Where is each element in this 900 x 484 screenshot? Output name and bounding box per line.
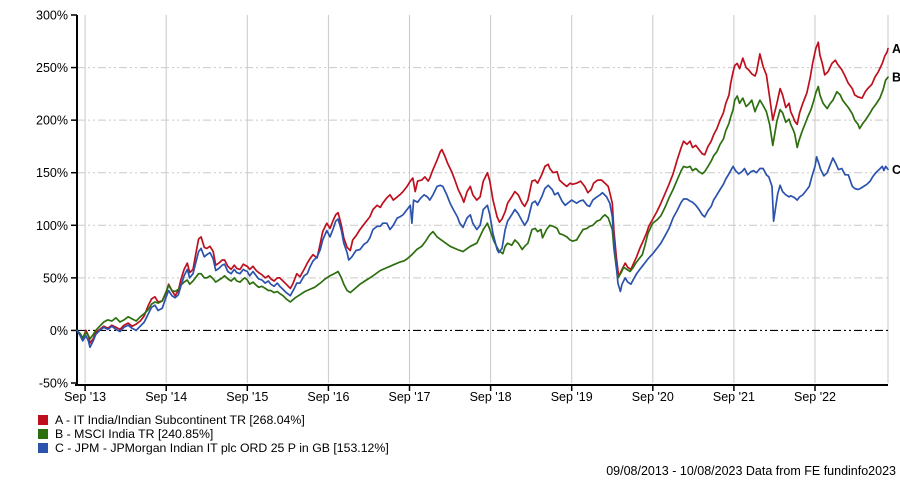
x-axis-tick-label: Sep '13 (64, 390, 106, 404)
series-C-line (76, 156, 889, 349)
series-A-line (76, 41, 889, 344)
series-b-swatch-icon (38, 429, 48, 439)
y-axis-tick-label: 150% (36, 166, 68, 180)
y-axis-tick-label: 250% (36, 61, 68, 75)
x-axis-tick-label: Sep '22 (794, 390, 836, 404)
chart-legend: A - IT India/Indian Subcontinent TR [268… (38, 413, 389, 455)
x-axis-tick-label: Sep '14 (145, 390, 187, 404)
series-a-swatch-icon (38, 415, 48, 425)
y-axis-tick-label: 100% (36, 219, 68, 233)
series-c-swatch-icon (38, 443, 48, 453)
x-axis-tick-label: Sep '19 (551, 390, 593, 404)
y-axis-tick-label: -50% (39, 377, 68, 391)
series-B-line (76, 76, 889, 340)
date-range-attribution: 09/08/2013 - 10/08/2023 Data from FE fun… (606, 464, 896, 478)
y-axis-tick-label: 300% (36, 9, 68, 23)
legend-item-b: B - MSCI India TR [240.85%] (38, 427, 389, 441)
x-axis-tick-label: Sep '18 (470, 390, 512, 404)
y-axis-tick-label: 0% (50, 324, 68, 338)
legend-item-c-label: C - JPM - JPMorgan Indian IT plc ORD 25 … (55, 441, 389, 455)
x-axis-tick-label: Sep '17 (389, 390, 431, 404)
y-axis-tick-label: 200% (36, 114, 68, 128)
legend-item-a: A - IT India/Indian Subcontinent TR [268… (38, 413, 389, 427)
legend-item-a-label: A - IT India/Indian Subcontinent TR [268… (55, 413, 305, 427)
y-axis-tick-label: 50% (43, 271, 68, 285)
endpoint-label-C: C (892, 163, 900, 177)
x-axis-tick-label: Sep '21 (713, 390, 755, 404)
endpoint-label-A: A (892, 42, 900, 56)
x-axis-tick-label: Sep '15 (226, 390, 268, 404)
x-axis-tick-label: Sep '16 (307, 390, 349, 404)
x-axis-tick-label: Sep '20 (632, 390, 674, 404)
endpoint-label-B: B (892, 71, 900, 85)
legend-item-c: C - JPM - JPMorgan Indian IT plc ORD 25 … (38, 441, 389, 455)
legend-item-b-label: B - MSCI India TR [240.85%] (55, 427, 214, 441)
